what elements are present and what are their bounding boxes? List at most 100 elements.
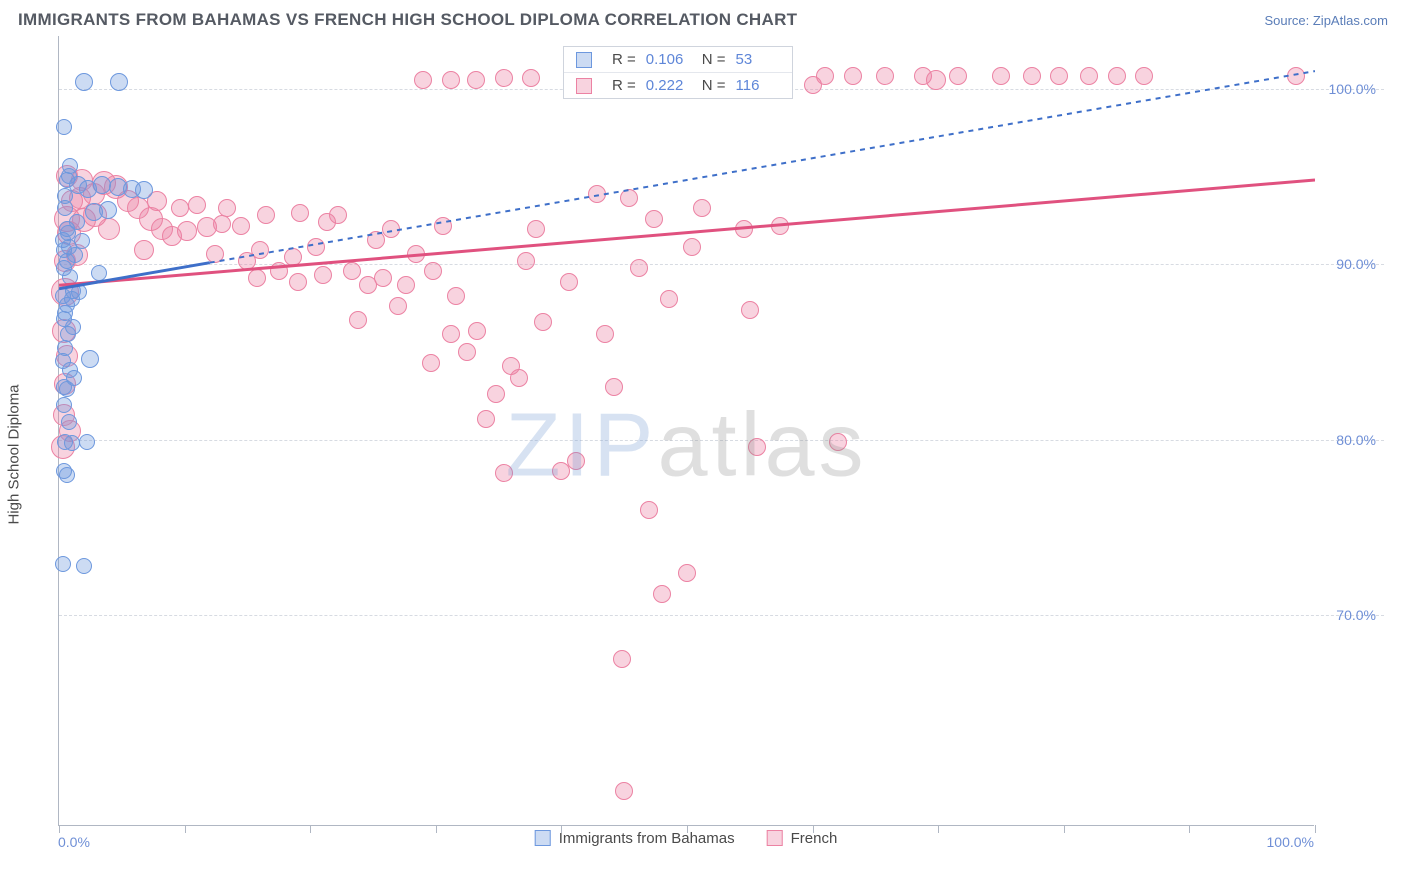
data-point [560, 273, 578, 291]
data-point [596, 325, 614, 343]
data-point [289, 273, 307, 291]
data-point [495, 464, 513, 482]
data-point [678, 564, 696, 582]
data-point [188, 196, 206, 214]
data-point [248, 269, 266, 287]
data-point [620, 189, 638, 207]
stat-label-n: N = [702, 51, 726, 68]
legend-item-pink: French [767, 830, 838, 847]
data-point [93, 176, 111, 194]
data-point [61, 168, 77, 184]
stat-value-n-pink: 116 [736, 77, 780, 94]
legend-swatch-pink [767, 830, 783, 846]
y-tick-label: 90.0% [1336, 256, 1376, 272]
data-point [81, 350, 99, 368]
data-point [434, 217, 452, 235]
data-point [232, 217, 250, 235]
data-point [257, 206, 275, 224]
stats-row-blue: R = 0.106 N = 53 [564, 47, 792, 72]
data-point [527, 220, 545, 238]
data-point [56, 119, 72, 135]
data-point [99, 201, 117, 219]
data-point [1135, 67, 1153, 85]
data-point [829, 433, 847, 451]
data-point [284, 248, 302, 266]
data-point [206, 245, 224, 263]
swatch-blue [576, 52, 592, 68]
stats-row-pink: R = 0.222 N = 116 [564, 72, 792, 98]
stat-label-r: R = [612, 51, 636, 68]
data-point [693, 199, 711, 217]
data-point [218, 199, 236, 217]
data-point [517, 252, 535, 270]
legend-item-blue: Immigrants from Bahamas [535, 830, 735, 847]
stat-label-n: N = [702, 77, 726, 94]
watermark-part-a: ZIP [505, 396, 657, 496]
data-point [748, 438, 766, 456]
source-name: ZipAtlas.com [1313, 13, 1388, 28]
data-point [741, 301, 759, 319]
data-point [59, 467, 75, 483]
data-point [55, 232, 71, 248]
data-point [75, 73, 93, 91]
data-point [653, 585, 671, 603]
data-point [307, 238, 325, 256]
data-point [251, 241, 269, 259]
data-point [422, 354, 440, 372]
data-point [171, 199, 189, 217]
data-point [55, 288, 71, 304]
data-point [61, 414, 77, 430]
grid-line [59, 615, 1384, 616]
data-point [447, 287, 465, 305]
watermark: ZIPatlas [505, 395, 867, 498]
data-point [57, 305, 73, 321]
data-point [522, 69, 540, 87]
data-point [468, 322, 486, 340]
data-point [844, 67, 862, 85]
source-prefix: Source: [1264, 13, 1312, 28]
data-point [567, 452, 585, 470]
stat-value-r-blue: 0.106 [646, 51, 690, 68]
data-point [91, 265, 107, 281]
data-point [613, 650, 631, 668]
data-point [349, 311, 367, 329]
data-point [1050, 67, 1068, 85]
data-point [640, 501, 658, 519]
stat-value-r-pink: 0.222 [646, 77, 690, 94]
data-point [55, 556, 71, 572]
chart-title: IMMIGRANTS FROM BAHAMAS VS FRENCH HIGH S… [18, 10, 797, 30]
y-tick-label: 100.0% [1329, 81, 1376, 97]
data-point [407, 245, 425, 263]
data-point [213, 215, 231, 233]
data-point [291, 204, 309, 222]
data-point [65, 319, 81, 335]
data-point [816, 67, 834, 85]
data-point [683, 238, 701, 256]
data-point [56, 397, 72, 413]
data-point [374, 269, 392, 287]
x-axis-min-label: 0.0% [58, 834, 90, 850]
data-point [588, 185, 606, 203]
correlation-stats-box: R = 0.106 N = 53 R = 0.222 N = 116 [563, 46, 793, 99]
x-tick [1315, 825, 1316, 833]
swatch-pink [576, 78, 592, 94]
data-point [771, 217, 789, 235]
data-point [79, 434, 95, 450]
data-point [442, 325, 460, 343]
y-tick-label: 70.0% [1336, 607, 1376, 623]
data-point [926, 70, 946, 90]
data-point [343, 262, 361, 280]
data-point [1108, 67, 1126, 85]
data-point [458, 343, 476, 361]
data-point [397, 276, 415, 294]
data-point [495, 69, 513, 87]
data-point [270, 262, 288, 280]
data-point [876, 67, 894, 85]
data-point [645, 210, 663, 228]
data-point [660, 290, 678, 308]
data-point [487, 385, 505, 403]
data-point [467, 71, 485, 89]
grid-line [59, 440, 1384, 441]
data-point [442, 71, 460, 89]
stat-value-n-blue: 53 [736, 51, 780, 68]
